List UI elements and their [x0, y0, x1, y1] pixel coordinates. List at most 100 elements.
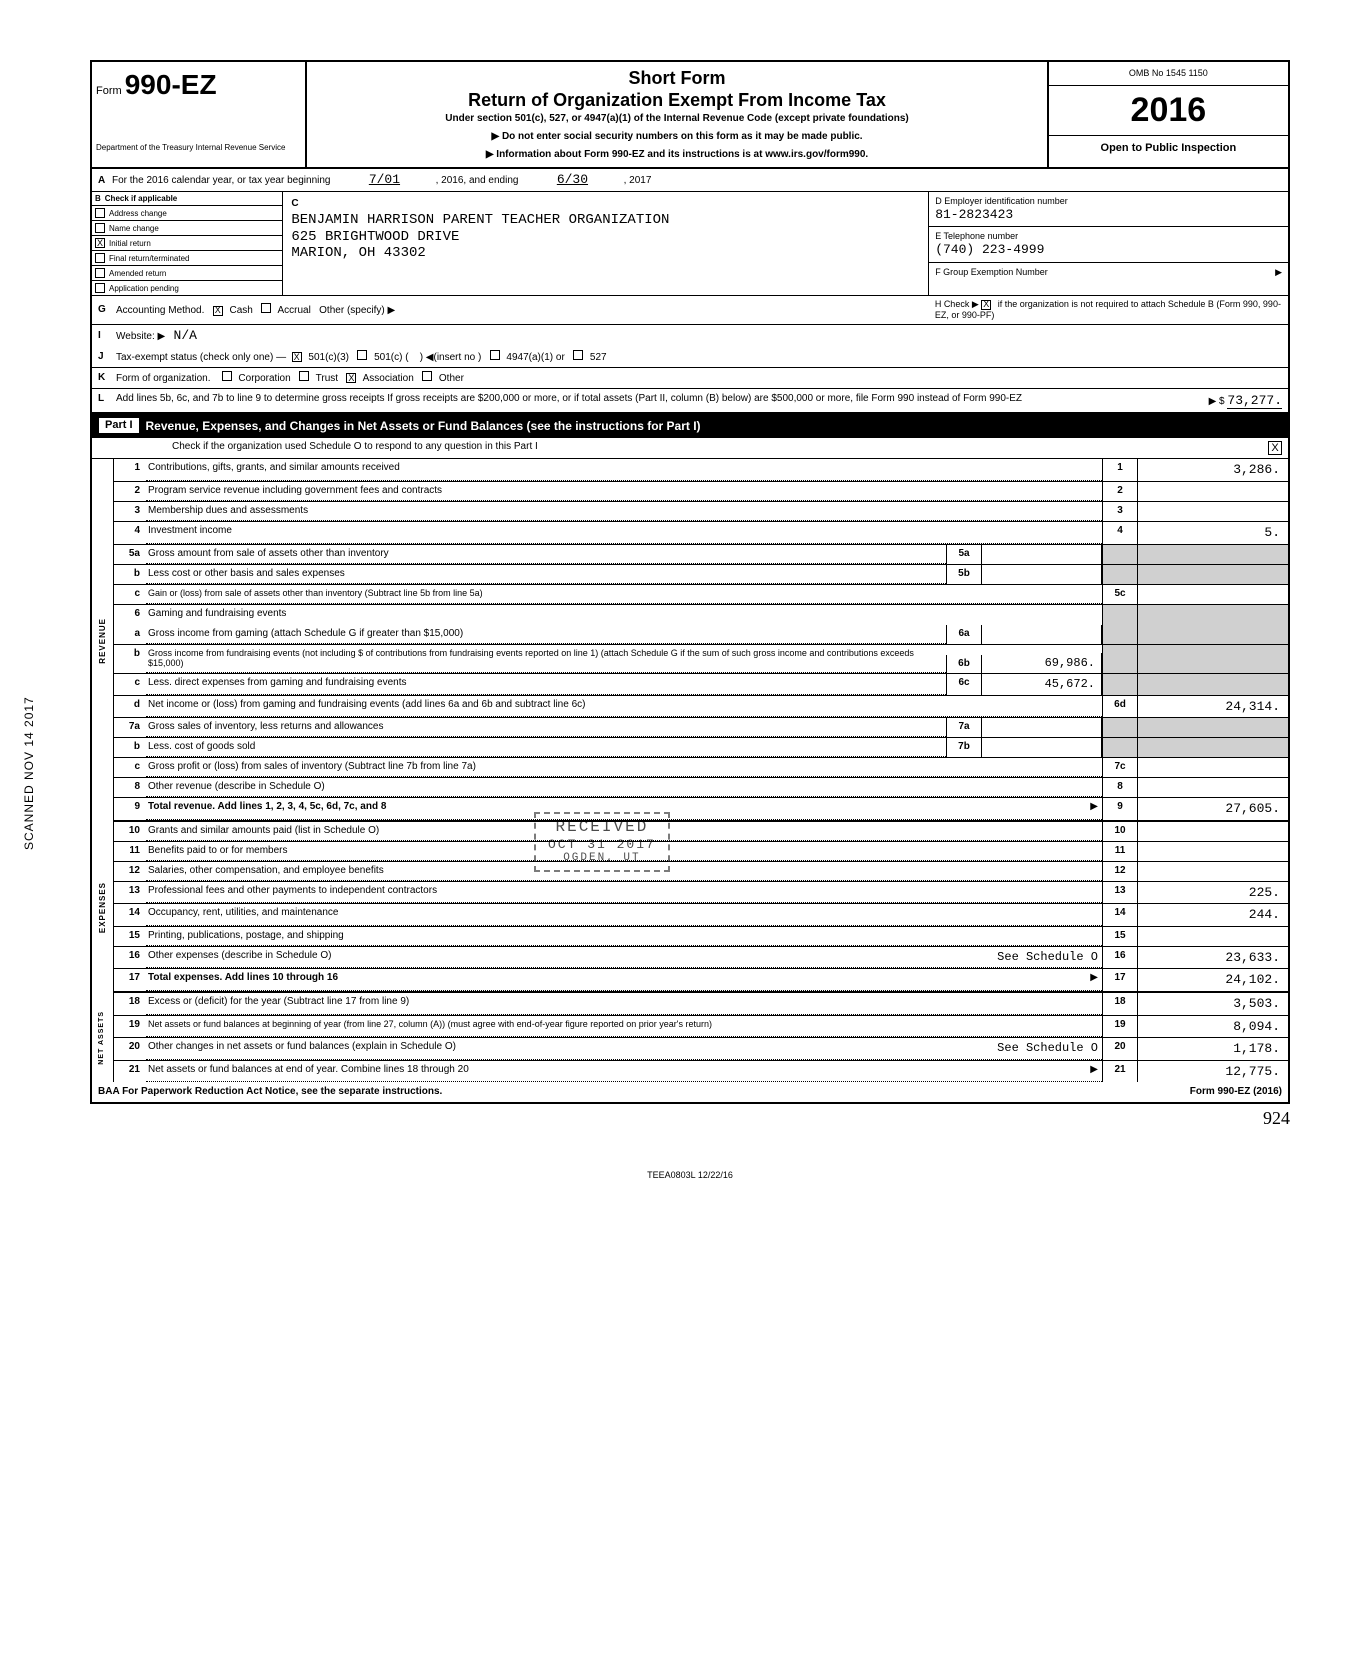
footer-left: BAA For Paperwork Reduction Act Notice, … [98, 1086, 1190, 1098]
val-9: 27,605. [1138, 798, 1288, 820]
midnum-7a: 7a [946, 718, 982, 737]
chk-schedule-b[interactable]: X [981, 300, 991, 310]
form-number-value: 990-EZ [125, 69, 217, 100]
desc-14: Occupancy, rent, utilities, and maintena… [146, 904, 1102, 926]
footer-form-ref: Form 990-EZ (2016) [1190, 1086, 1282, 1097]
checkbox-icon [95, 253, 105, 263]
val-15 [1138, 927, 1288, 946]
header-left: Form 990-EZ Department of the Treasury I… [92, 62, 307, 167]
phone-value: (740) 223-4999 [935, 242, 1282, 258]
part1-label: Part I [98, 417, 140, 434]
form-number: Form 990-EZ [96, 68, 297, 102]
part1-sub-text: Check if the organization used Schedule … [172, 441, 1268, 455]
g-content: Accounting Method. X Cash Accrual Other … [116, 303, 927, 317]
row-2: 2 Program service revenue including gove… [114, 482, 1288, 502]
checkbox-icon [95, 268, 105, 278]
ein-value: 81-2823423 [935, 207, 1282, 223]
tab-assets: NET ASSETS [92, 993, 114, 1082]
chk-amended[interactable]: Amended return [92, 266, 282, 281]
cellnum-16: 16 [1102, 947, 1138, 969]
c-letter: C [291, 198, 920, 210]
chk-corp[interactable] [222, 371, 232, 381]
num-6: 6 [114, 605, 146, 625]
shade-5b-v [1138, 565, 1288, 584]
num-7c: c [114, 758, 146, 777]
midval-7b [982, 738, 1102, 757]
footer-right: Form 990-EZ (2016) [1190, 1086, 1282, 1098]
desc-17: Total expenses. Add lines 10 through 16 … [146, 969, 1102, 991]
val-20: 1,178. [1138, 1038, 1288, 1060]
midnum-6c: 6c [946, 674, 982, 694]
lbl-4947: 4947(a)(1) or [506, 352, 564, 363]
chk-trust[interactable] [299, 371, 309, 381]
row-7a: 7a Gross sales of inventory, less return… [114, 718, 1288, 738]
cellnum-21: 21 [1102, 1061, 1138, 1083]
chk-501c3[interactable]: X [292, 352, 302, 362]
desc-19: Net assets or fund balances at beginning… [146, 1016, 1102, 1038]
line-a-text1: For the 2016 calendar year, or tax year … [112, 175, 330, 187]
i-letter: I [98, 330, 116, 342]
checkbox-icon [95, 208, 105, 218]
stamp-l2: OCT 31 2017 [548, 837, 656, 853]
num-5b: b [114, 565, 146, 584]
val-18: 3,503. [1138, 993, 1288, 1015]
cellnum-15: 15 [1102, 927, 1138, 946]
lbl-501c3: 501(c)(3) [308, 352, 349, 363]
lbl-name-change: Name change [109, 224, 159, 234]
num-13: 13 [114, 882, 146, 904]
row-16: 16 Other expenses (describe in Schedule … [114, 947, 1288, 970]
desc-20-text: Other changes in net assets or fund bala… [148, 1041, 456, 1052]
shade-7bv [1138, 738, 1288, 757]
chk-part1-schedo[interactable]: X [1268, 441, 1282, 455]
chk-initial-return[interactable]: X Initial return [92, 236, 282, 251]
chk-name-change[interactable]: Name change [92, 221, 282, 236]
checkbox-icon: X [95, 238, 105, 248]
footcode: TEEA0803L 12/22/16 [90, 1170, 1290, 1181]
val-10 [1138, 822, 1288, 841]
block-e: E Telephone number (740) 223-4999 [929, 227, 1288, 262]
lbl-initial-return: Initial return [109, 239, 151, 249]
chk-assoc[interactable]: X [346, 373, 356, 383]
line-k: K Form of organization. Corporation Trus… [90, 368, 1290, 389]
note-ssn: ▶ Do not enter social security numbers o… [317, 131, 1037, 143]
e-label: E Telephone number [935, 231, 1018, 241]
f-arrow-icon: ▶ [1275, 267, 1282, 278]
chk-other-org[interactable] [422, 371, 432, 381]
midnum-6a: 6a [946, 625, 982, 644]
part1-header: Part I Revenue, Expenses, and Changes in… [90, 413, 1290, 438]
chk-cash[interactable]: X [213, 306, 223, 316]
shade-6c [1102, 674, 1138, 694]
chk-app-pending[interactable]: Application pending [92, 281, 282, 295]
checkbox-icon [95, 223, 105, 233]
chk-final-return[interactable]: Final return/terminated [92, 251, 282, 266]
org-addr2: MARION, OH 43302 [291, 245, 920, 262]
chk-4947[interactable] [490, 350, 500, 360]
shade-5a-v [1138, 545, 1288, 564]
d-label: D Employer identification number [935, 196, 1068, 206]
shade-6cv [1138, 674, 1288, 694]
chk-address-change[interactable]: Address change [92, 206, 282, 221]
chk-527[interactable] [573, 350, 583, 360]
lbl-501c: 501(c) ( [374, 352, 408, 363]
chk-501c[interactable] [357, 350, 367, 360]
row-6c: c Less. direct expenses from gaming and … [114, 674, 1288, 695]
desc-7a: Gross sales of inventory, less returns a… [146, 718, 946, 737]
lbl-assoc: Association [363, 373, 414, 384]
chk-accrual[interactable] [261, 303, 271, 313]
val-14: 244. [1138, 904, 1288, 926]
lbl-cash: Cash [230, 305, 253, 316]
j-text: Tax-exempt status (check only one) — [116, 352, 286, 363]
subtitle: Under section 501(c), 527, or 4947(a)(1)… [317, 113, 1037, 125]
num-16: 16 [114, 947, 146, 969]
midval-5b [982, 565, 1102, 584]
row-5b: b Less cost or other basis and sales exp… [114, 565, 1288, 585]
desc-7b: Less. cost of goods sold [146, 738, 946, 757]
num-18: 18 [114, 993, 146, 1015]
title-return: Return of Organization Exempt From Incom… [317, 90, 1037, 112]
desc-21-text: Net assets or fund balances at end of ye… [148, 1064, 469, 1075]
desc-6: Gaming and fundraising events [146, 605, 1102, 625]
assets-body: 18 Excess or (deficit) for the year (Sub… [114, 993, 1288, 1082]
i-text: Website: ▶ [116, 331, 165, 342]
num-10: 10 [114, 822, 146, 841]
line-g: G Accounting Method. X Cash Accrual Othe… [90, 296, 1290, 325]
